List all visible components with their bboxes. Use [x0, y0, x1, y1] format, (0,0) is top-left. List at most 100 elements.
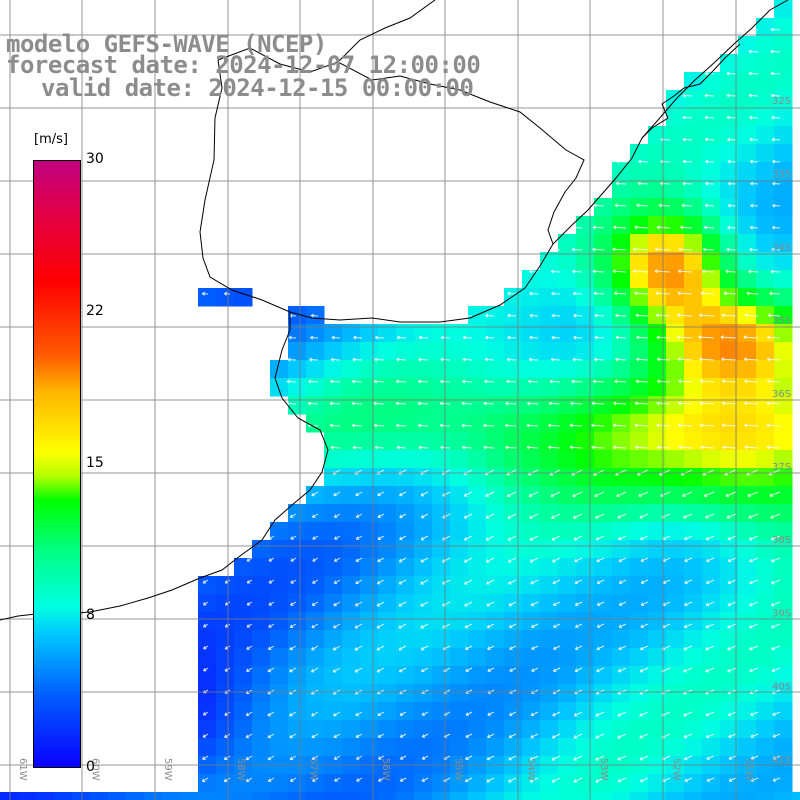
wind-speed-cell — [504, 774, 523, 793]
wind-direction-arrows — [201, 27, 781, 783]
wind-speed-cell — [450, 594, 469, 613]
wind-arrow — [486, 579, 495, 585]
wind-speed-cell — [630, 594, 649, 613]
wind-arrow — [573, 313, 583, 318]
wind-speed-cell — [540, 522, 559, 541]
wind-speed-cell — [486, 360, 505, 379]
wind-arrow — [529, 777, 539, 783]
wind-speed-cell — [540, 576, 559, 595]
coastline-south — [0, 312, 329, 621]
wind-speed-cell — [324, 558, 343, 577]
wind-arrow — [355, 579, 363, 585]
wind-speed-cell — [666, 252, 685, 271]
wind-arrow — [311, 645, 319, 651]
wind-speed-cell — [468, 324, 487, 343]
wind-speed-cell — [774, 450, 793, 469]
wind-speed-cell — [432, 414, 451, 433]
wind-arrow — [530, 733, 539, 739]
wind-arrow — [612, 269, 627, 274]
wind-arrow — [399, 755, 407, 760]
wind-arrow — [373, 379, 385, 384]
wind-arrow — [613, 291, 627, 296]
wind-speed-cell — [684, 630, 703, 649]
wind-speed-cell — [594, 612, 613, 631]
wind-speed-cell — [594, 576, 613, 595]
wind-speed-cell — [324, 450, 343, 469]
wind-arrow — [329, 423, 341, 428]
wind-speed-cell — [702, 234, 721, 253]
wind-arrow — [701, 269, 715, 274]
wind-speed-cell — [648, 234, 667, 253]
longitude-label: 57W — [307, 758, 318, 781]
wind-arrow — [766, 401, 781, 406]
wind-arrow — [637, 181, 649, 186]
wind-speed-cell — [342, 594, 361, 613]
wind-arrow — [506, 357, 517, 362]
wind-speed-cell — [648, 486, 667, 505]
wind-arrow — [705, 733, 715, 739]
wind-speed-cell — [612, 270, 631, 289]
wind-speed-cell — [720, 612, 739, 631]
wind-speed-cell — [522, 360, 541, 379]
wind-arrow — [705, 181, 715, 186]
wind-speed-cell — [360, 360, 379, 379]
wind-speed-cell — [486, 558, 505, 577]
wind-arrow — [311, 711, 319, 717]
wind-arrow — [373, 423, 385, 428]
wind-speed-cell — [774, 108, 793, 127]
wind-speed-cell — [252, 576, 271, 595]
wind-speed-cell — [540, 558, 559, 577]
wind-speed-cell — [432, 792, 451, 800]
wind-speed-cell — [252, 684, 271, 703]
wind-speed-cell — [540, 360, 559, 379]
wind-speed-cell — [756, 612, 775, 631]
wind-arrow — [548, 423, 561, 428]
wind-speed-cell — [558, 576, 577, 595]
wind-speed-cell — [522, 540, 541, 559]
wind-arrow — [398, 579, 407, 585]
wind-speed-cell — [342, 504, 361, 523]
wind-speed-cell — [252, 666, 271, 685]
wind-arrow — [596, 645, 605, 651]
wind-arrow — [355, 557, 363, 562]
wind-arrow — [463, 557, 473, 563]
wind-speed-cell — [396, 774, 415, 793]
wind-speed-cell — [558, 414, 577, 433]
wind-arrow — [333, 733, 341, 739]
wind-speed-cell — [666, 396, 685, 415]
wind-arrow — [705, 623, 715, 629]
wind-speed-cell — [738, 702, 757, 721]
wind-speed-cell — [540, 774, 559, 793]
wind-speed-cell — [450, 540, 469, 559]
wind-arrow — [680, 225, 693, 230]
wind-arrow — [420, 667, 429, 673]
wind-speed-cell — [306, 684, 325, 703]
wind-speed-cell — [414, 486, 433, 505]
wind-arrow — [395, 401, 407, 406]
wind-arrow — [267, 777, 275, 782]
wind-speed-cell — [738, 198, 757, 217]
wind-speed-cell — [666, 792, 685, 800]
wind-speed-cell — [738, 180, 757, 199]
wind-speed-cell — [612, 180, 631, 199]
wind-speed-cell — [774, 378, 793, 397]
wind-arrow — [749, 623, 759, 629]
wind-speed-cell — [522, 396, 541, 415]
wind-speed-cell — [684, 684, 703, 703]
wind-speed-cell — [270, 648, 289, 667]
wind-speed-cell — [468, 450, 487, 469]
wind-speed-cell — [360, 432, 379, 451]
wind-speed-cell — [378, 630, 397, 649]
wind-speed-cell — [738, 450, 757, 469]
wind-speed-cell — [432, 504, 451, 523]
wind-speed-cell — [666, 594, 685, 613]
wind-arrow — [771, 137, 781, 142]
wind-arrow — [591, 401, 605, 406]
wind-arrow — [677, 313, 693, 318]
wind-arrow — [721, 379, 737, 384]
wind-speed-cell — [342, 774, 361, 793]
wind-speed-cell — [396, 540, 415, 559]
wind-speed-cell — [504, 540, 523, 559]
wind-arrow — [202, 755, 209, 760]
